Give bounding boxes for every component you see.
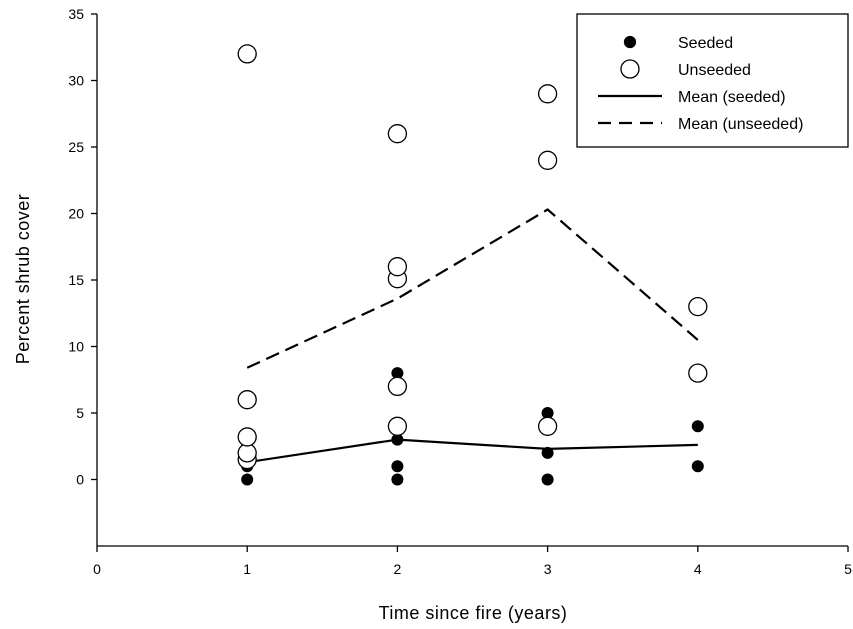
unseeded-point [537, 416, 558, 436]
seeded-point [241, 473, 254, 486]
y-tick-label: 20 [68, 206, 84, 222]
unseeded-point [688, 296, 708, 317]
x-tick-label: 1 [243, 561, 251, 577]
unseeded-point [387, 376, 408, 397]
legend-label-mean-unseeded: Mean (unseeded) [678, 116, 803, 133]
seeded-point [691, 460, 704, 473]
x-tick-label: 0 [93, 561, 101, 577]
x-tick-label: 3 [544, 561, 552, 577]
unseeded-point [537, 150, 558, 170]
seeded-point [541, 446, 554, 459]
y-axis-title: Percent shrub cover [13, 194, 33, 365]
seeded-point [391, 460, 404, 473]
mean-lines [246, 208, 699, 464]
unseeded-point [237, 44, 257, 64]
y-tick-label: 5 [76, 405, 84, 421]
x-tick-label: 4 [694, 561, 702, 577]
y-tick-label: 0 [76, 472, 84, 488]
seeded-point [541, 473, 554, 486]
legend: Seeded Unseeded Mean (seeded) Mean (unseede… [576, 13, 849, 148]
x-tick-label: 5 [844, 561, 852, 577]
data-points [237, 44, 708, 486]
y-tick-label: 15 [68, 272, 84, 288]
legend-label-mean-seeded: Mean (seeded) [678, 89, 786, 106]
y-tick-label: 10 [68, 339, 84, 355]
unseeded-point [688, 363, 708, 383]
unseeded-point [387, 124, 408, 144]
unseeded-point [387, 416, 408, 436]
y-tick-label: 25 [68, 139, 84, 155]
unseeded-point [537, 84, 558, 104]
legend-box [576, 13, 849, 148]
unseeded-point [387, 257, 408, 277]
unseeded-point [237, 443, 257, 463]
line-mean-unseeded [246, 208, 699, 369]
x-axis-title: Time since fire (years) [379, 603, 568, 623]
axes: 0 1 2 3 4 5 0 5 10 15 20 25 30 35 [68, 6, 852, 577]
y-tick-label: 35 [68, 6, 84, 22]
legend-marker-seeded [623, 35, 637, 49]
line-mean-seeded [247, 438, 698, 464]
legend-label-seeded: Seeded [678, 35, 733, 52]
unseeded-point [237, 427, 257, 447]
legend-marker-unseeded [620, 59, 640, 79]
legend-label-unseeded: Unseeded [678, 62, 751, 79]
unseeded-point [237, 390, 257, 410]
seeded-point [391, 473, 404, 486]
x-tick-label: 2 [394, 561, 402, 577]
y-tick-label: 30 [68, 73, 84, 89]
seeded-point [691, 420, 704, 433]
